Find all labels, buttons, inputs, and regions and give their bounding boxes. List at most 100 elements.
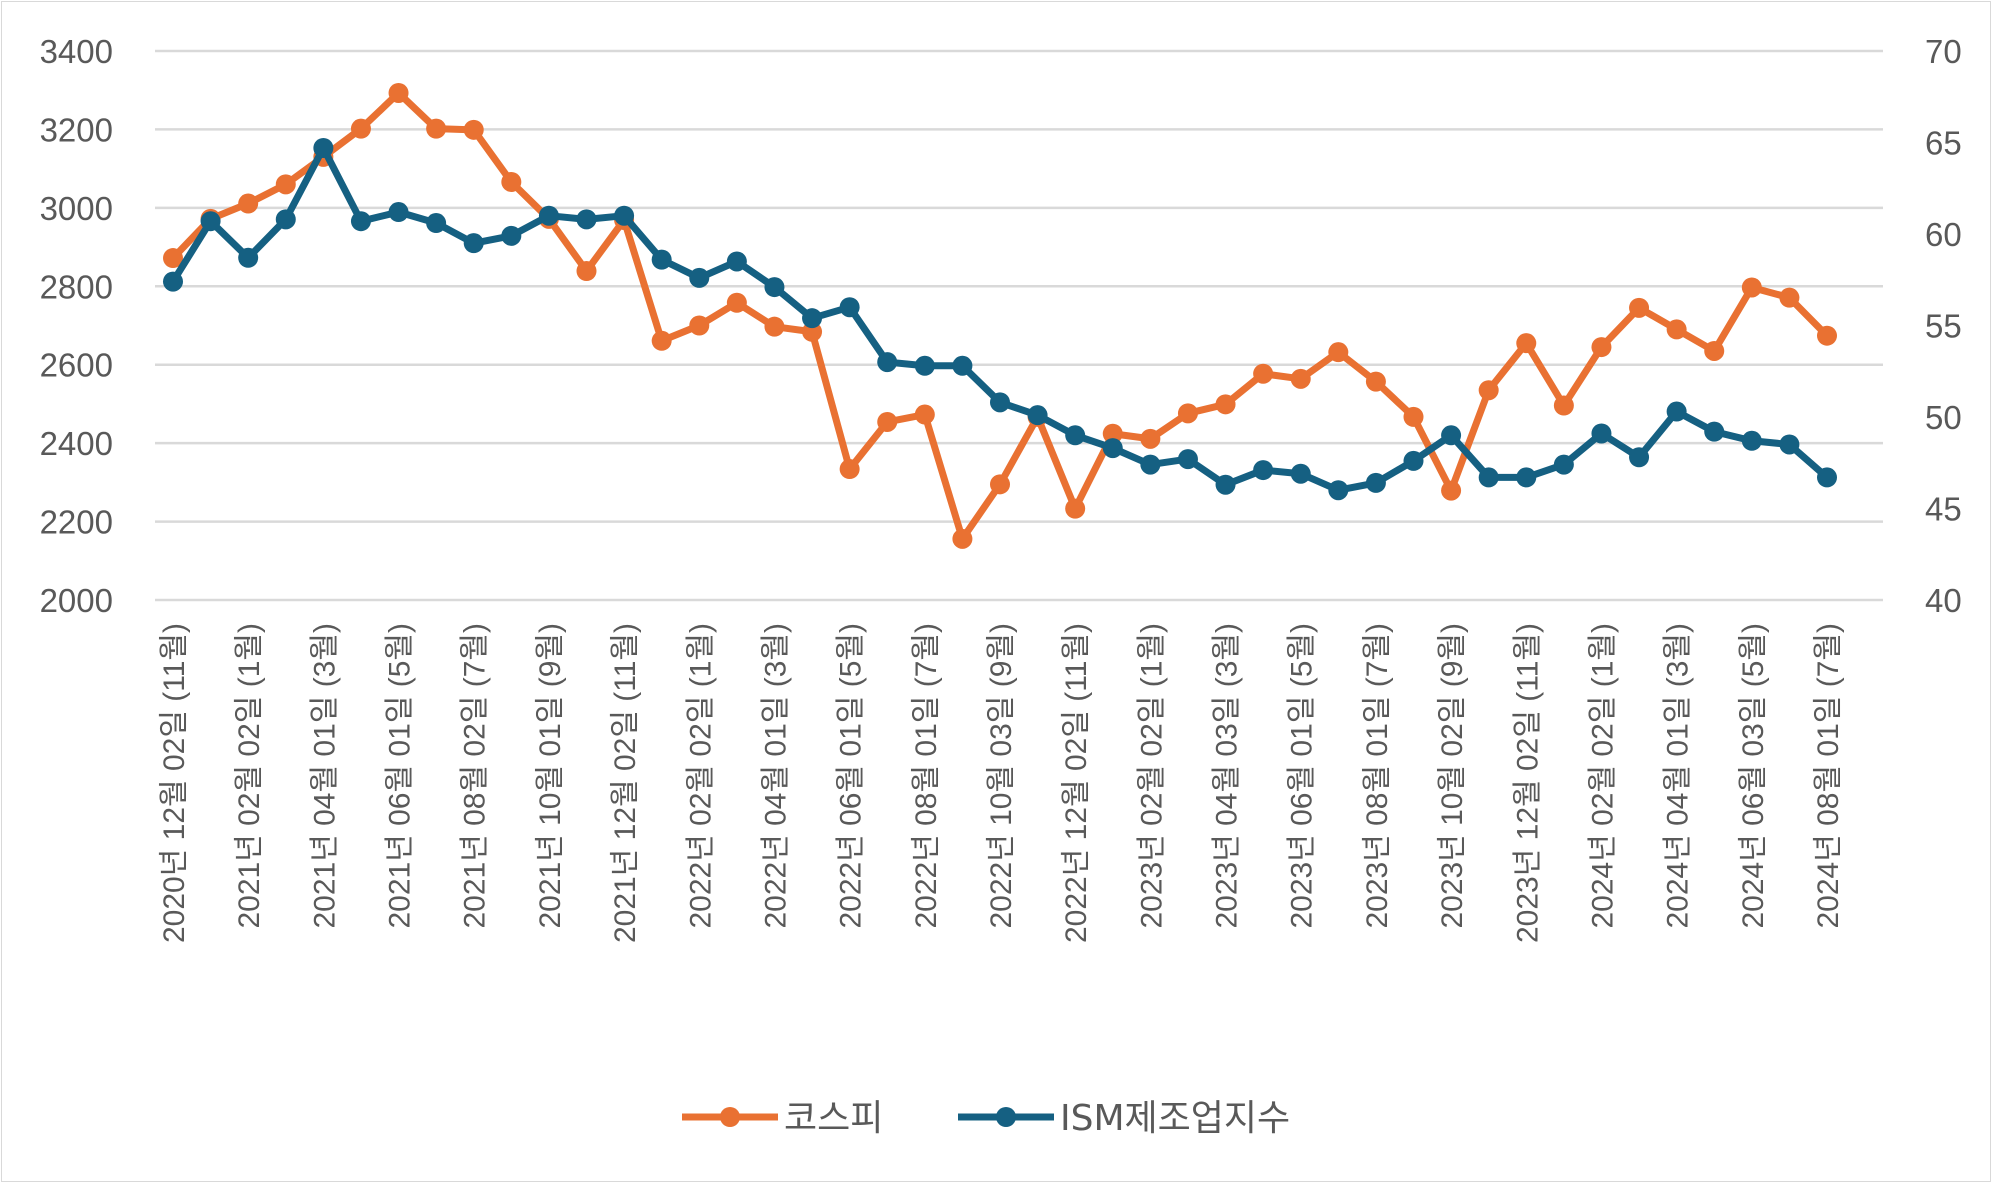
data-point [1365, 472, 1386, 493]
data-point [877, 352, 898, 373]
y-right-tick-label: 60 [1925, 216, 1962, 253]
data-point [952, 528, 973, 549]
x-tick-label: 2023년 08월 01일 (7월) [1361, 623, 1394, 929]
x-tick-label: 2021년 10월 01일 (9월) [534, 623, 567, 929]
data-point [1027, 405, 1048, 426]
y-right-tick-label: 45 [1925, 491, 1962, 528]
x-tick-label: 2022년 06월 01일 (5월) [835, 623, 868, 929]
data-point [651, 330, 672, 351]
data-point [1629, 297, 1650, 318]
data-point [764, 316, 785, 337]
data-point [1328, 342, 1349, 363]
data-point [990, 392, 1010, 413]
data-point [1177, 449, 1198, 470]
data-point [200, 211, 221, 232]
x-tick-label: 2021년 02월 02일 (1월) [233, 623, 266, 929]
data-point [1741, 430, 1762, 451]
data-point [952, 355, 973, 376]
data-point [538, 205, 559, 226]
x-tick-label: 2022년 04월 01일 (3월) [759, 623, 792, 929]
data-point [990, 474, 1010, 495]
data-point [1704, 421, 1725, 442]
data-point [1817, 467, 1837, 488]
x-tick-label: 2022년 02월 02일 (1월) [684, 623, 717, 929]
data-point [1478, 467, 1499, 488]
data-point [313, 137, 334, 158]
data-point [1666, 401, 1687, 422]
data-point [764, 277, 785, 298]
data-point [350, 118, 371, 139]
data-point [576, 209, 597, 230]
data-point [1704, 340, 1725, 361]
data-point [1478, 380, 1499, 401]
data-point [1140, 428, 1161, 449]
data-point [1328, 480, 1349, 501]
data-point [163, 271, 183, 292]
data-point [839, 459, 860, 480]
data-point [914, 355, 935, 376]
data-point [1253, 460, 1274, 481]
y-left-tick-label: 2400 [40, 425, 113, 462]
y-left-tick-label: 2800 [40, 268, 113, 305]
x-tick-label: 2023년 06월 01일 (5월) [1286, 623, 1319, 929]
x-tick-label: 2024년 08월 01일 (7월) [1812, 623, 1845, 929]
data-point [1403, 450, 1424, 471]
x-tick-label: 2021년 12월 02일 (11월) [609, 623, 642, 943]
data-point [1741, 277, 1762, 298]
data-point [501, 225, 522, 246]
data-point [1779, 287, 1800, 308]
legend-label: ISM제조업지수 [1060, 1098, 1290, 1139]
data-point [463, 233, 484, 254]
data-point [350, 211, 371, 232]
data-point [1591, 337, 1612, 358]
data-point [1102, 423, 1123, 444]
data-point [1253, 363, 1274, 384]
data-point [689, 315, 710, 336]
data-point [501, 171, 522, 192]
y-right-tick-label: 65 [1925, 125, 1962, 162]
data-point [1666, 319, 1687, 340]
data-point [839, 297, 860, 318]
data-point [802, 308, 823, 329]
data-point [576, 260, 597, 281]
data-point [388, 202, 409, 223]
x-tick-label: 2023년 12월 02일 (11월) [1511, 623, 1544, 943]
data-point [1553, 395, 1574, 416]
data-point [651, 249, 672, 270]
x-tick-label: 2021년 06월 01일 (5월) [384, 623, 417, 929]
y-left-tick-label: 2000 [40, 582, 113, 619]
x-tick-label: 2021년 04월 01일 (3월) [308, 623, 341, 929]
data-point [275, 209, 296, 230]
data-point [1779, 434, 1800, 455]
y-left-tick-label: 3200 [40, 111, 113, 148]
data-point [1591, 423, 1612, 444]
data-point [238, 193, 259, 214]
data-point [1516, 467, 1537, 488]
x-tick-label: 2024년 04월 01일 (3월) [1662, 623, 1695, 929]
legend-marker-0 [720, 1107, 740, 1127]
data-point [426, 213, 447, 234]
y-right-tick-label: 50 [1925, 399, 1962, 436]
x-tick-label: 2024년 06월 03일 (5월) [1737, 623, 1770, 929]
series-line-0 [170, 89, 1830, 543]
legend-label: 코스피 [784, 1098, 883, 1139]
data-point [1215, 394, 1236, 415]
y-left-tick-label: 3000 [40, 190, 113, 227]
legend-marker-1 [996, 1107, 1016, 1127]
y-right-tick-label: 55 [1925, 308, 1962, 345]
data-point [1441, 480, 1462, 501]
data-point [1629, 447, 1650, 468]
data-point [914, 404, 935, 425]
data-point [1215, 474, 1236, 495]
data-point [275, 174, 296, 195]
data-point [614, 205, 635, 226]
x-tick-label: 2022년 10월 03일 (9월) [985, 623, 1018, 929]
data-point [1817, 325, 1837, 346]
data-point [1177, 403, 1198, 424]
data-point [689, 267, 710, 288]
y-left-tick-label: 3400 [40, 33, 113, 70]
data-point [1140, 454, 1161, 475]
x-tick-label: 2024년 02월 02일 (1월) [1586, 623, 1619, 929]
y-left-tick-label: 2600 [40, 347, 113, 384]
